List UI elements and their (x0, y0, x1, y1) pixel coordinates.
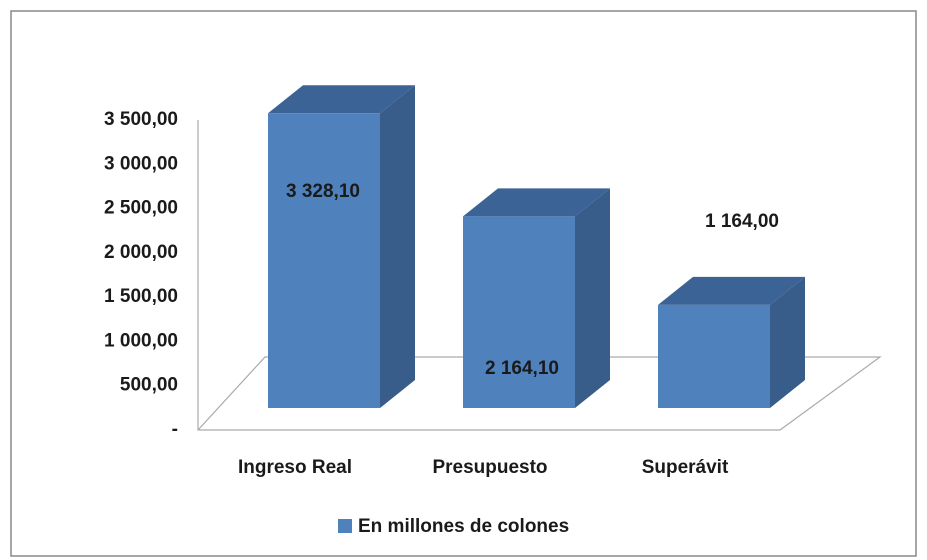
x-tick-label: Presupuesto (432, 457, 547, 478)
bar-face (575, 188, 610, 408)
bar (268, 85, 415, 408)
bar-face (463, 188, 610, 217)
bar-face (658, 276, 805, 305)
data-label: 2 164,10 (485, 358, 559, 379)
legend-label: En millones de colones (358, 516, 569, 537)
x-tick-label: Ingreso Real (238, 457, 352, 478)
floor (197, 120, 882, 431)
y-tick-label: 500,00 (120, 375, 178, 396)
bar (463, 188, 610, 408)
bar-face (658, 304, 770, 408)
y-tick-label: - (172, 419, 178, 440)
y-tick-label: 3 000,00 (104, 153, 178, 174)
y-tick-label: 2 000,00 (104, 242, 178, 263)
bar (658, 276, 805, 408)
bar-face (268, 85, 415, 114)
x-tick-label: Superávit (642, 457, 729, 478)
bar-face (770, 276, 805, 408)
data-label: 1 164,00 (705, 211, 779, 232)
bar-face (268, 113, 380, 408)
bar-face (380, 85, 415, 408)
y-tick-label: 1 000,00 (104, 330, 178, 351)
legend-swatch (338, 519, 352, 533)
data-label: 3 328,10 (286, 181, 360, 202)
y-tick-label: 3 500,00 (104, 109, 178, 130)
bar-face (463, 216, 575, 408)
y-tick-label: 1 500,00 (104, 286, 178, 307)
y-tick-label: 2 500,00 (104, 198, 178, 219)
